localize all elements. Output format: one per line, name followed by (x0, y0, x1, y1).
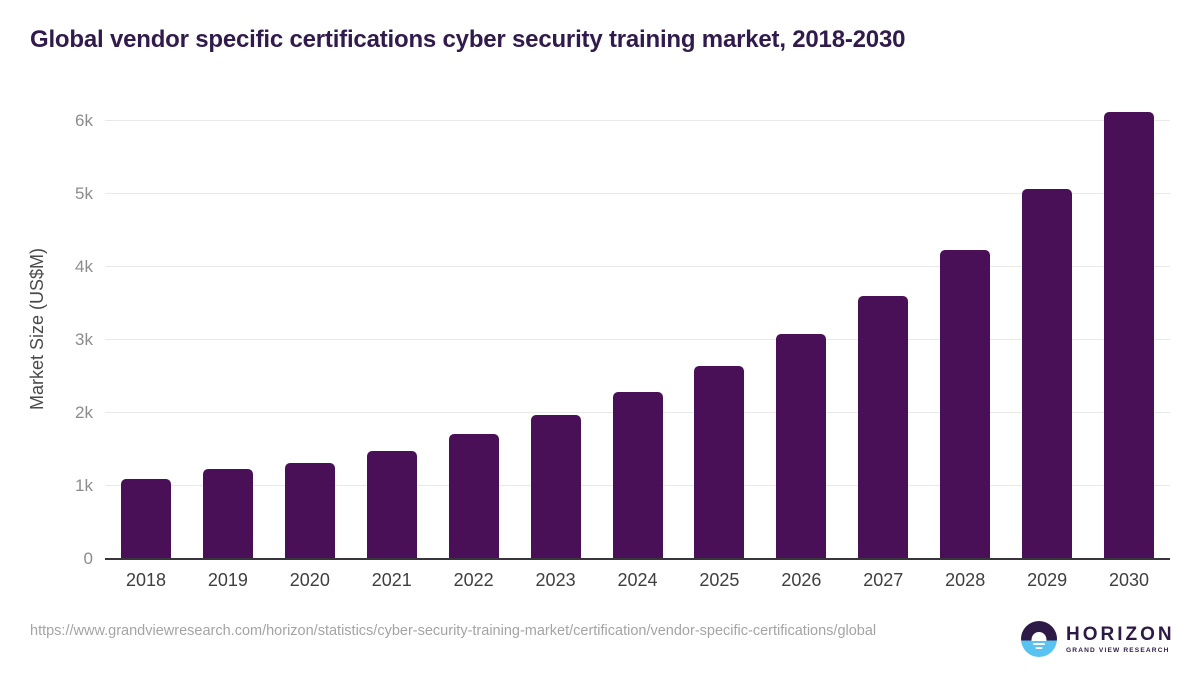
logo-subtitle: GRAND VIEW RESEARCH (1066, 646, 1170, 654)
bar-2021[interactable] (366, 450, 417, 558)
bar-2028[interactable] (940, 249, 991, 558)
bar-2030[interactable] (1104, 112, 1155, 558)
plot-area (105, 100, 1170, 560)
bar-2018[interactable] (120, 479, 171, 558)
x-axis-label-2026: 2026 (781, 570, 822, 590)
x-axis-label-2022: 2022 (453, 570, 494, 590)
bar-2026[interactable] (776, 333, 827, 558)
y-tick-1k: 1k (75, 475, 93, 495)
x-axis-label-2020: 2020 (289, 570, 330, 590)
gridline-3k (105, 338, 1170, 340)
chart-title: Global vendor specific certifications cy… (30, 26, 906, 53)
x-axis-label-2021: 2021 (371, 570, 412, 590)
x-axis-label-2028: 2028 (945, 570, 986, 590)
gridline-6k (105, 119, 1170, 121)
logo-name: HORIZON (1066, 623, 1175, 645)
bar-2023[interactable] (530, 414, 581, 558)
gridline-4k (105, 265, 1170, 267)
x-axis-label-2030: 2030 (1109, 570, 1150, 590)
horizon-line-icon (1035, 646, 1043, 649)
gridline-5k (105, 192, 1170, 194)
sunrise-dome-icon (1031, 632, 1047, 641)
bar-2025[interactable] (694, 365, 745, 558)
horizon-logo-text: HORIZON GRAND VIEW RESEARCH (1066, 625, 1175, 654)
bar-2029[interactable] (1022, 189, 1073, 558)
x-axis-label-2019: 2019 (207, 570, 248, 590)
y-tick-5k: 5k (75, 183, 93, 203)
horizon-line-icon (1033, 642, 1045, 645)
bar-2020[interactable] (284, 463, 335, 558)
x-axis-label-2027: 2027 (863, 570, 904, 590)
horizon-logo-icon (1021, 621, 1057, 657)
x-axis-label-2018: 2018 (125, 570, 166, 590)
bar-2024[interactable] (612, 392, 663, 558)
y-tick-0: 0 (83, 549, 93, 568)
y-tick-6k: 6k (75, 110, 93, 130)
bar-2019[interactable] (202, 468, 253, 558)
source-url: https://www.grandviewresearch.com/horizo… (30, 623, 877, 639)
y-tick-4k: 4k (75, 256, 93, 276)
bar-2022[interactable] (448, 433, 499, 558)
x-axis-label-2023: 2023 (535, 570, 576, 590)
x-axis-label-2025: 2025 (699, 570, 740, 590)
x-axis-label-2029: 2029 (1027, 570, 1068, 590)
x-axis-label-2024: 2024 (617, 570, 658, 590)
horizon-logo: HORIZON GRAND VIEW RESEARCH (1021, 620, 1175, 658)
bar-2027[interactable] (858, 295, 909, 558)
y-tick-2k: 2k (75, 402, 93, 422)
y-tick-3k: 3k (75, 329, 93, 349)
